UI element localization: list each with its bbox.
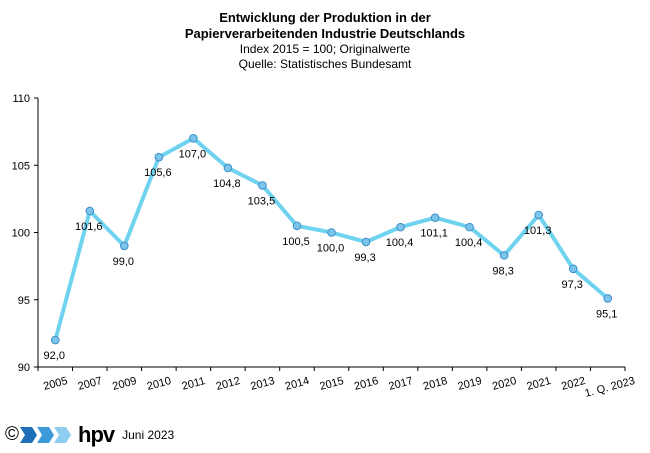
data-point: [430, 213, 440, 223]
series-produktion: [50, 134, 613, 345]
hpv-logo-text: hpv: [78, 422, 115, 447]
logo-chevron-1: [20, 427, 37, 443]
x-tick-label: 2010: [146, 375, 173, 393]
data-label: 104,8: [213, 178, 241, 190]
data-label: 99,3: [354, 252, 375, 264]
y-tick-label: 95: [18, 295, 30, 307]
chart-title-line2: Papierverarbeitenden Industrie Deutschla…: [184, 26, 466, 41]
footer: © hpv Juni 2023: [5, 424, 174, 446]
x-tick-label: 2017: [387, 375, 414, 393]
logo-chevron-2: [37, 427, 54, 443]
data-point: [292, 221, 302, 231]
data-label: 101,1: [420, 228, 448, 240]
x-tick-label: 2012: [215, 375, 242, 393]
data-point: [396, 222, 405, 232]
chart-subtitle: Index 2015 = 100; Originalwerte: [239, 42, 411, 56]
y-tick-label: 100: [12, 228, 30, 240]
data-point: [223, 163, 233, 173]
x-tick-label: 2009: [111, 375, 138, 393]
x-tick-label: 2016: [353, 375, 380, 393]
data-label: 92,0: [44, 350, 65, 362]
data-point: [465, 222, 474, 232]
publication-date: Juni 2023: [122, 428, 175, 442]
data-label: 100,0: [317, 243, 345, 255]
data-point: [189, 134, 198, 143]
data-point: [499, 251, 509, 260]
x-tick-label: 2021: [526, 375, 553, 393]
data-point: [534, 210, 543, 220]
data-label: 97,3: [561, 279, 582, 291]
x-tick-label: 2018: [422, 375, 449, 393]
data-label: 100,5: [282, 236, 310, 248]
hpv-logo-chevrons-icon: [20, 427, 71, 443]
data-label: 95,1: [596, 308, 617, 320]
data-label: 101,3: [524, 225, 552, 237]
x-tick-label: 2020: [491, 375, 518, 393]
x-tick-label: 2022: [560, 375, 587, 393]
x-tick-label: 2005: [42, 375, 69, 393]
data-point: [568, 264, 578, 274]
y-tick-label: 90: [18, 362, 30, 374]
data-label: 99,0: [113, 256, 134, 268]
data-label: 107,0: [179, 148, 207, 160]
data-label: 100,4: [386, 237, 414, 249]
data-labels: 92,0 101,6 99,0 105,6 107,0 104,8 103,5 100,5 10…: [44, 148, 618, 362]
data-point: [120, 241, 129, 251]
x-tick-label: 2014: [284, 375, 311, 393]
copyright-symbol: ©: [5, 424, 19, 445]
chart-source: Quelle: Statistisches Bundesamt: [238, 57, 412, 71]
data-label: 100,4: [455, 237, 483, 249]
data-label: 98,3: [492, 265, 513, 277]
data-point: [258, 181, 267, 190]
data-point: [361, 237, 371, 247]
x-tick-label: 1. Q. 2023: [584, 375, 637, 400]
logo-chevron-3: [54, 427, 71, 443]
data-label: 103,5: [248, 195, 276, 207]
chart-title-block: Entwicklung der Produktion in der Papier…: [0, 10, 650, 72]
series-line: [53, 136, 610, 343]
x-tick-label: 2007: [77, 375, 104, 393]
y-tick-label: 110: [12, 93, 30, 105]
x-tick-label: 2013: [249, 375, 276, 393]
data-label: 105,6: [144, 167, 172, 179]
x-tick-label: 2015: [318, 375, 345, 393]
x-tick-label: 2011: [181, 375, 207, 393]
data-point: [603, 294, 613, 303]
data-point: [50, 335, 60, 345]
data-point: [327, 228, 336, 237]
y-tick-label: 105: [12, 160, 30, 172]
data-point: [85, 206, 95, 216]
data-point: [154, 152, 164, 162]
data-label: 101,6: [75, 221, 103, 233]
chart-title: Entwicklung der Produktion in der: [219, 10, 431, 25]
x-tick-label: 2019: [456, 375, 483, 393]
